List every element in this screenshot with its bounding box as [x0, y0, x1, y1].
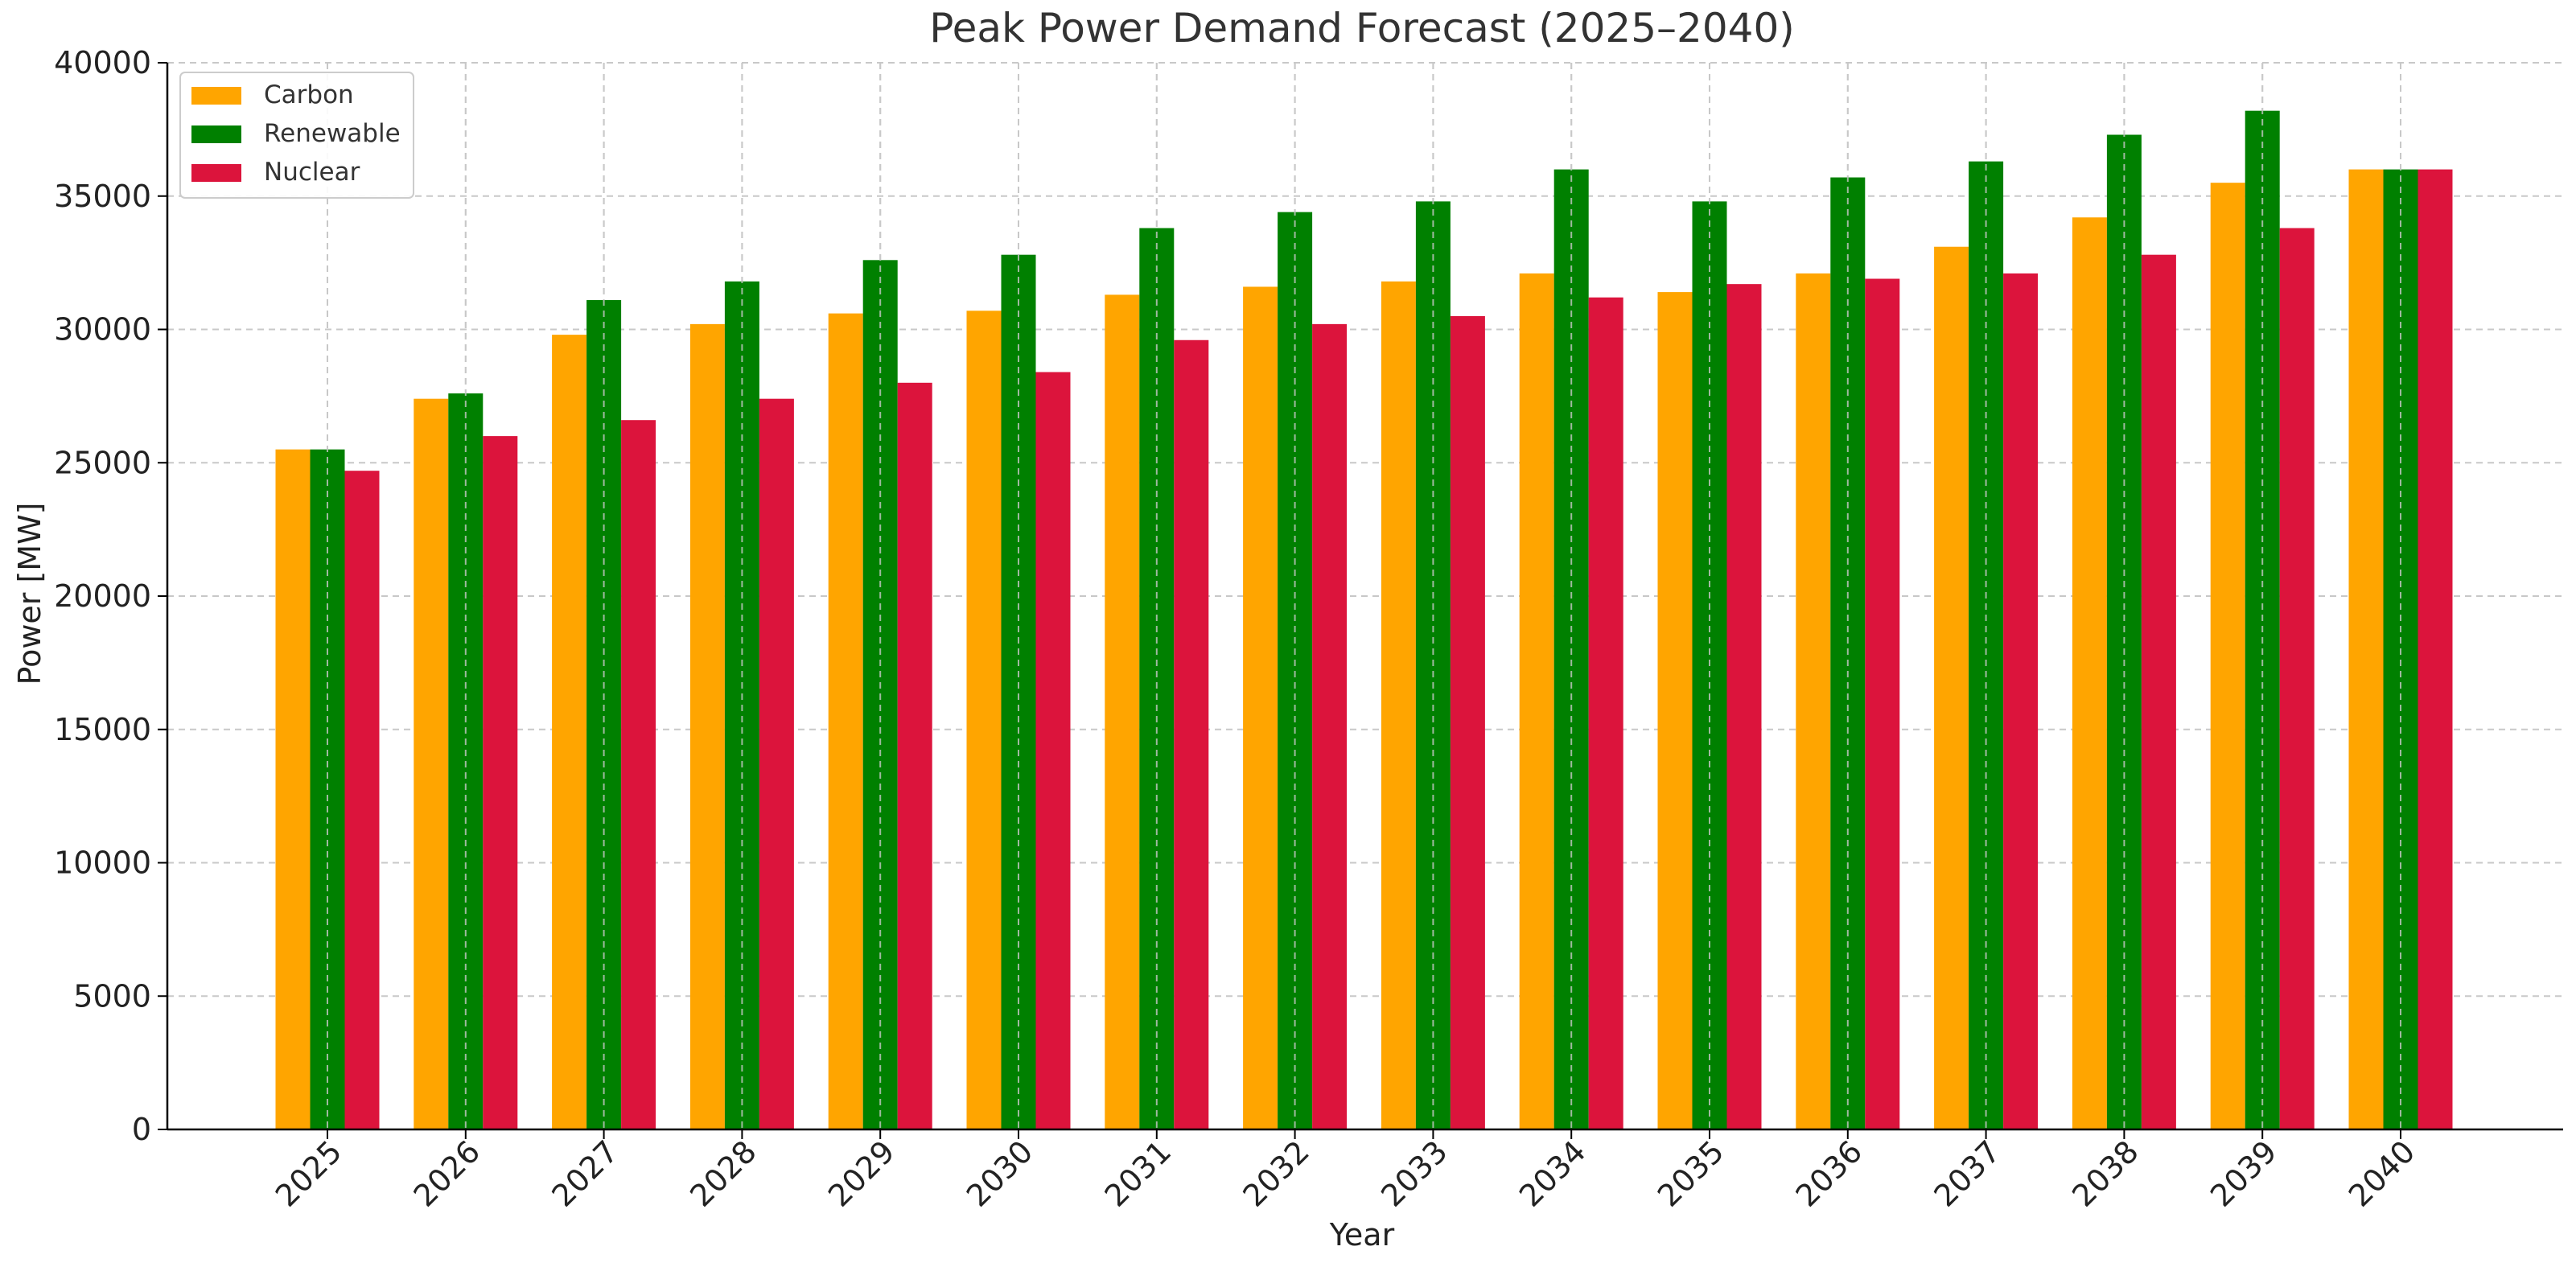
- bar-carbon-2032: [1243, 286, 1278, 1130]
- bar-nuclear-2028: [759, 398, 794, 1129]
- bar-nuclear-2037: [2003, 273, 2039, 1129]
- bar-nuclear-2036: [1865, 278, 1900, 1129]
- x-tick-label: 2028: [683, 1133, 763, 1214]
- x-tick-label: 2030: [960, 1133, 1040, 1214]
- x-tick-label: 2027: [545, 1133, 625, 1214]
- bar-nuclear-2025: [344, 471, 380, 1129]
- bars: [275, 63, 2453, 1130]
- bar-carbon-2040: [2348, 169, 2384, 1130]
- x-tick-label: 2031: [1098, 1133, 1179, 1214]
- bar-carbon-2029: [828, 313, 863, 1129]
- bar-carbon-2031: [1105, 294, 1140, 1129]
- x-tick-label: 2033: [1374, 1133, 1455, 1214]
- grid-lines: [167, 62, 2563, 1130]
- bar-carbon-2038: [2072, 217, 2107, 1129]
- bar-carbon-2036: [1796, 273, 1831, 1129]
- legend-swatch-nuclear: [191, 164, 241, 182]
- bar-nuclear-2033: [1450, 315, 1485, 1129]
- bar-carbon-2033: [1381, 281, 1416, 1130]
- bar-nuclear-2026: [483, 436, 518, 1129]
- bar-renewable-2037: [1969, 161, 2004, 1129]
- x-tick-label: 2036: [1789, 1133, 1870, 1214]
- x-tick-label: 2040: [2342, 1133, 2422, 1214]
- x-tick-label: 2035: [1651, 1133, 1731, 1214]
- x-tick-label: 2037: [1927, 1133, 2007, 1214]
- legend-swatch-renewable: [191, 125, 241, 143]
- legend-label-nuclear: Nuclear: [264, 158, 360, 187]
- bar-carbon-2025: [275, 449, 311, 1129]
- bar-nuclear-2038: [2141, 254, 2176, 1130]
- x-tick-label: 2029: [821, 1133, 902, 1214]
- bar-nuclear-2035: [1726, 284, 1762, 1129]
- y-tick-label: 20000: [54, 578, 151, 614]
- bar-carbon-2027: [552, 335, 587, 1129]
- bar-carbon-2039: [2210, 183, 2245, 1129]
- legend-label-renewable: Renewable: [264, 119, 401, 148]
- bar-nuclear-2029: [897, 382, 932, 1129]
- bar-carbon-2034: [1519, 273, 1554, 1129]
- chart-title: Peak Power Demand Forecast (2025–2040): [929, 5, 1795, 51]
- bar-nuclear-2031: [1174, 339, 1209, 1129]
- x-tick-label: 2034: [1512, 1133, 1593, 1214]
- bar-carbon-2026: [414, 398, 449, 1129]
- axes: [158, 62, 2563, 1139]
- bar-carbon-2037: [1934, 246, 1969, 1129]
- y-tick-label: 30000: [54, 312, 151, 348]
- legend: Carbon Renewable Nuclear: [179, 72, 414, 199]
- x-tick-label: 2038: [2065, 1133, 2146, 1214]
- x-tick-label: 2025: [269, 1133, 349, 1214]
- x-tick-label: 2026: [407, 1133, 488, 1214]
- y-axis-label: Power [MW]: [12, 503, 47, 685]
- bar-nuclear-2040: [2418, 169, 2453, 1130]
- x-tick-labels: 2025 2026 2027 2028 2029 2030 2031 2032 2033 2034…: [269, 1133, 2422, 1214]
- bar-carbon-2028: [689, 323, 725, 1129]
- bar-carbon-2030: [966, 311, 1002, 1129]
- y-tick-label: 15000: [54, 712, 151, 747]
- bar-nuclear-2034: [1588, 297, 1623, 1130]
- legend-swatch-carbon: [191, 87, 241, 105]
- y-tick-label: 0: [132, 1112, 151, 1147]
- x-axis-label: Year: [1329, 1217, 1395, 1253]
- bar-nuclear-2032: [1312, 323, 1348, 1129]
- x-tick-label: 2032: [1236, 1133, 1316, 1214]
- bar-nuclear-2027: [621, 420, 656, 1129]
- x-tick-label: 2039: [2204, 1133, 2284, 1214]
- bar-nuclear-2030: [1035, 372, 1071, 1129]
- y-tick-labels: 0 5000 10000 15000 20000 25000 30000 35000 40000: [54, 45, 151, 1147]
- y-tick-label: 35000: [54, 179, 151, 214]
- bar-nuclear-2039: [2279, 228, 2315, 1129]
- bar-carbon-2035: [1657, 292, 1693, 1130]
- bar-renewable-2031: [1139, 228, 1175, 1129]
- bar-renewable-2030: [1001, 254, 1036, 1130]
- legend-label-carbon: Carbon: [264, 80, 354, 109]
- y-tick-label: 5000: [73, 978, 151, 1014]
- y-tick-label: 25000: [54, 445, 151, 480]
- y-tick-label: 40000: [54, 45, 151, 80]
- y-tick-label: 10000: [54, 845, 151, 881]
